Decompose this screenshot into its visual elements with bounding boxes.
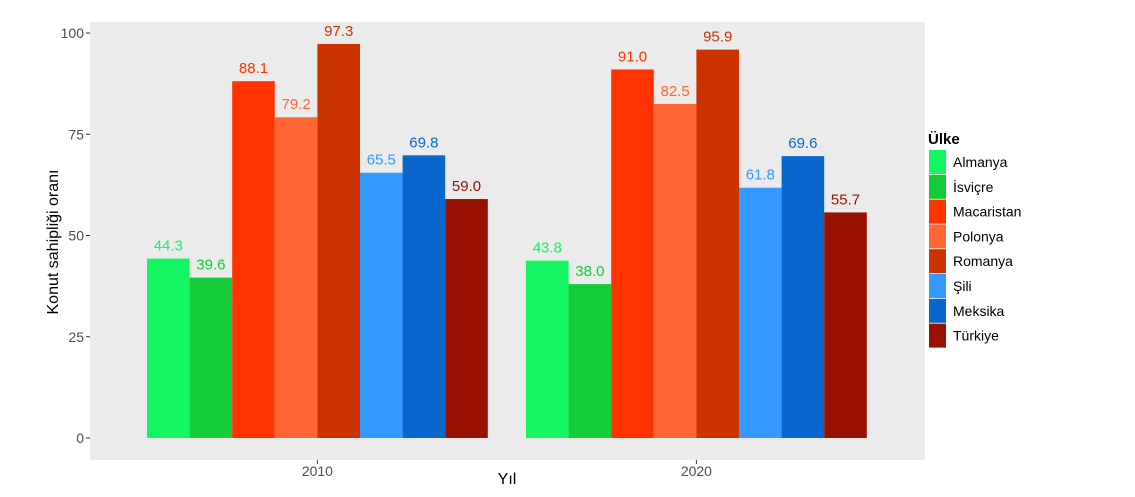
legend-label: Macaristan [953, 204, 1021, 220]
bar-value-label: 55.7 [831, 191, 860, 208]
bar-value-label: 97.3 [324, 23, 353, 40]
bar-i̇sviçre-2010 [189, 277, 233, 438]
bar-value-label: 65.5 [367, 152, 396, 169]
bar-value-label: 95.9 [703, 29, 732, 46]
legend-swatch [929, 298, 946, 323]
bar-meksika-2010 [402, 155, 446, 438]
bar-value-label: 59.0 [452, 178, 481, 195]
legend: Ülke Almanya İsviçre Macaristan Polonya Roma… [928, 131, 1021, 348]
bar-romanya-2020 [696, 49, 739, 438]
legend-swatch [929, 174, 946, 199]
y-tick-label: 0 [76, 430, 84, 446]
y-axis: 0 25 50 75 100 [61, 25, 90, 446]
legend-label: Türkiye [953, 328, 999, 344]
bar-value-label: 82.5 [660, 83, 689, 100]
bar-romanya-2010 [317, 43, 360, 439]
bar-value-label: 69.6 [788, 135, 817, 152]
bar-value-label: 69.8 [409, 134, 438, 151]
bar-value-label: 79.2 [281, 96, 310, 113]
bar-almanya-2020 [526, 260, 569, 438]
bar-şili-2010 [360, 172, 403, 438]
bar-labels: 44.3 39.6 88.1 79.2 97.3 65.5 69.8 59.0 43.8 38.0… [154, 23, 860, 280]
legend-label: Polonya [953, 228, 1004, 244]
bar-macaristan-2010 [232, 81, 275, 438]
bar-türkiye-2020 [824, 212, 867, 438]
legend-label: Romanya [953, 253, 1013, 269]
bar-value-label: 61.8 [746, 167, 775, 184]
x-axis: 2010 2020 [302, 460, 712, 479]
bar-macaristan-2020 [611, 69, 654, 438]
bar-polonya-2010 [274, 117, 318, 439]
x-tick-label: 2020 [681, 463, 712, 479]
y-tick-label: 100 [61, 25, 85, 41]
bar-polonya-2020 [653, 103, 697, 438]
legend-swatch [929, 249, 946, 274]
legend-swatch [929, 323, 946, 348]
y-axis-title: Konut sahipliği oranı [45, 170, 62, 315]
legend-label: Meksika [953, 303, 1005, 319]
bar-meksika-2020 [781, 156, 825, 438]
legend-swatch [929, 224, 946, 249]
bar-şili-2020 [739, 187, 782, 438]
legend-label: Şili [953, 278, 972, 294]
bar-value-label: 91.0 [618, 48, 647, 65]
bar-almanya-2010 [147, 258, 190, 438]
bar-value-label: 88.1 [239, 60, 268, 77]
legend-label: İsviçre [953, 178, 994, 195]
bar-i̇sviçre-2020 [568, 284, 612, 438]
bar-value-label: 44.3 [154, 238, 183, 255]
y-tick-label: 25 [68, 329, 84, 345]
bar-value-label: 43.8 [533, 240, 562, 257]
x-axis-title: Yıl [498, 471, 517, 488]
bars [147, 43, 867, 439]
bar-value-label: 38.0 [575, 263, 604, 280]
bar-türkiye-2010 [445, 199, 488, 438]
legend-title: Ülke [928, 131, 960, 148]
legend-swatch [929, 274, 946, 298]
bar-value-label: 39.6 [196, 257, 225, 274]
legend-swatch [929, 150, 946, 174]
x-tick-label: 2010 [302, 463, 333, 479]
legend-label: Almanya [953, 154, 1008, 170]
legend-swatch [929, 199, 946, 224]
y-tick-label: 75 [68, 126, 84, 142]
y-tick-label: 50 [68, 228, 84, 244]
